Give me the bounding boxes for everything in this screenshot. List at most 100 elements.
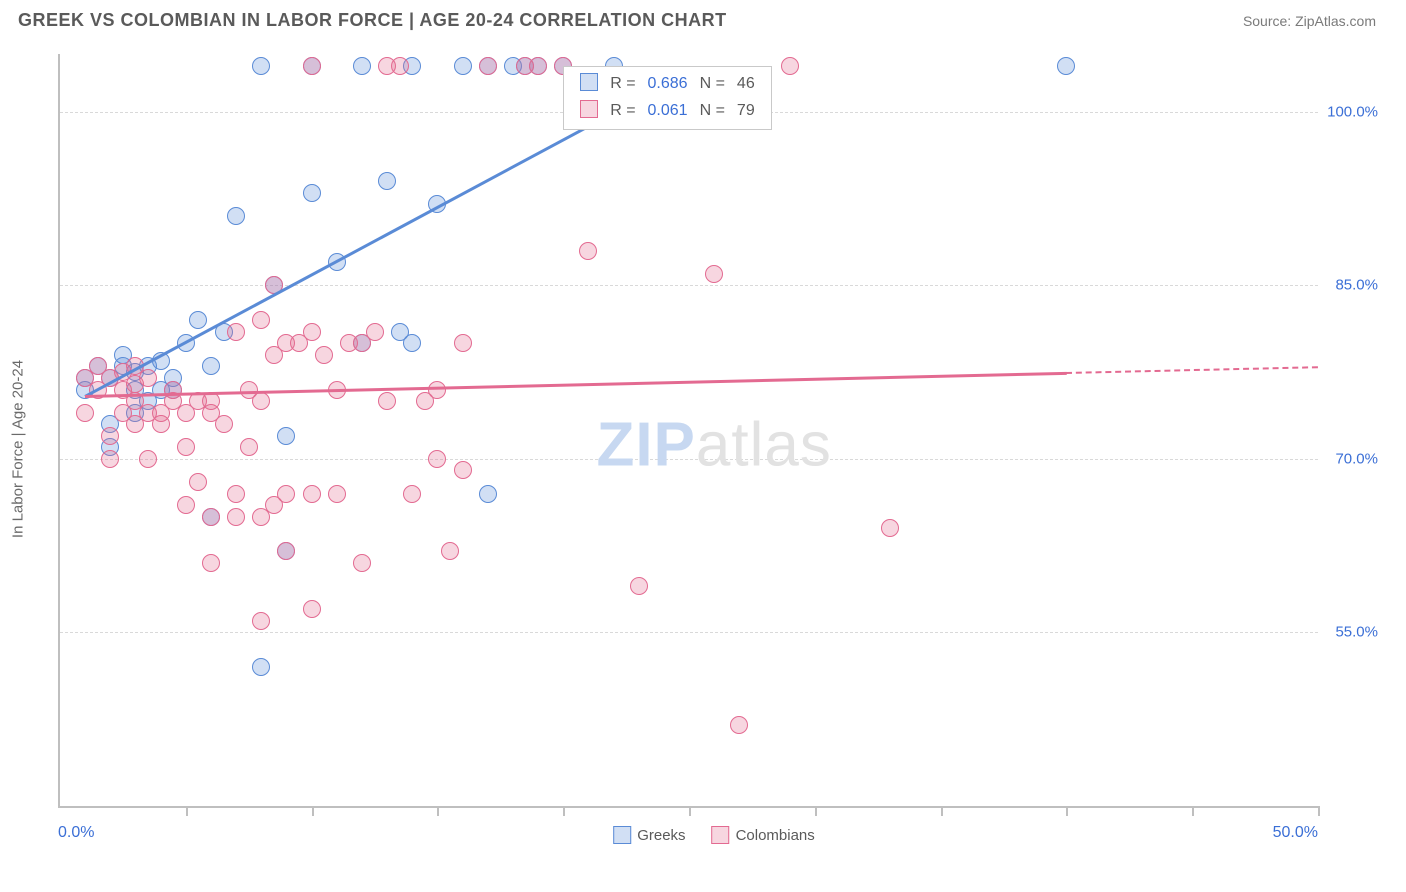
page-title: GREEK VS COLOMBIAN IN LABOR FORCE | AGE … — [18, 10, 727, 31]
data-point — [353, 57, 371, 75]
data-point — [303, 600, 321, 618]
n-label: N = — [694, 71, 731, 98]
data-point — [227, 508, 245, 526]
data-point — [177, 438, 195, 456]
corr-row-greeks: R = 0.686 N = 46 — [574, 71, 761, 98]
x-tick — [1192, 806, 1194, 816]
y-tick-label: 55.0% — [1335, 624, 1378, 641]
data-point — [579, 242, 597, 260]
data-point — [378, 172, 396, 190]
data-point — [177, 496, 195, 514]
data-point — [428, 450, 446, 468]
data-point — [303, 184, 321, 202]
legend-item-colombians: Colombians — [712, 826, 815, 844]
scatter-chart: In Labor Force | Age 20-24 ZIPatlas R = … — [38, 48, 1390, 850]
data-point — [101, 450, 119, 468]
r-label: R = — [604, 98, 641, 125]
swatch-greeks-icon — [613, 826, 631, 844]
r-value-colombians: 0.061 — [642, 98, 694, 125]
x-tick — [186, 806, 188, 816]
data-point — [215, 415, 233, 433]
trend-line — [1066, 366, 1318, 374]
data-point — [403, 485, 421, 503]
data-point — [881, 519, 899, 537]
x-tick — [1318, 806, 1320, 816]
data-point — [227, 207, 245, 225]
data-point — [529, 57, 547, 75]
x-tick — [815, 806, 817, 816]
swatch-colombians-icon — [580, 100, 598, 118]
r-label: R = — [604, 71, 641, 98]
trend-line — [85, 372, 1066, 398]
data-point — [630, 577, 648, 595]
data-point — [366, 323, 384, 341]
corr-row-colombians: R = 0.061 N = 79 — [574, 98, 761, 125]
data-point — [202, 392, 220, 410]
watermark-part1: ZIP — [596, 411, 695, 480]
data-point — [189, 311, 207, 329]
data-point — [454, 461, 472, 479]
data-point — [202, 554, 220, 572]
data-point — [252, 658, 270, 676]
legend-label-greeks: Greeks — [637, 827, 685, 844]
n-value-colombians: 79 — [731, 98, 761, 125]
data-point — [252, 612, 270, 630]
x-tick — [563, 806, 565, 816]
data-point — [328, 485, 346, 503]
data-point — [730, 716, 748, 734]
correlation-legend: R = 0.686 N = 46 R = 0.061 N = 79 — [563, 66, 772, 130]
data-point — [1057, 57, 1075, 75]
swatch-colombians-icon — [712, 826, 730, 844]
data-point — [252, 311, 270, 329]
watermark-part2: atlas — [696, 411, 832, 480]
data-point — [202, 508, 220, 526]
data-point — [315, 346, 333, 364]
data-point — [252, 392, 270, 410]
x-tick — [1066, 806, 1068, 816]
x-axis-max-label: 50.0% — [1273, 824, 1318, 842]
data-point — [391, 57, 409, 75]
data-point — [378, 392, 396, 410]
data-point — [441, 542, 459, 560]
data-point — [454, 334, 472, 352]
x-tick — [689, 806, 691, 816]
data-point — [139, 450, 157, 468]
data-point — [781, 57, 799, 75]
data-point — [403, 334, 421, 352]
source-label: Source: ZipAtlas.com — [1243, 13, 1376, 29]
legend-label-colombians: Colombians — [736, 827, 815, 844]
gridline — [60, 459, 1318, 460]
data-point — [454, 57, 472, 75]
data-point — [428, 381, 446, 399]
data-point — [227, 485, 245, 503]
r-value-greeks: 0.686 — [642, 71, 694, 98]
legend-item-greeks: Greeks — [613, 826, 685, 844]
data-point — [303, 57, 321, 75]
data-point — [252, 57, 270, 75]
x-tick — [437, 806, 439, 816]
data-point — [277, 485, 295, 503]
watermark: ZIPatlas — [596, 410, 831, 481]
data-point — [139, 369, 157, 387]
data-point — [189, 473, 207, 491]
data-point — [101, 427, 119, 445]
data-point — [240, 438, 258, 456]
plot-area: ZIPatlas R = 0.686 N = 46 R = 0.061 N = … — [58, 54, 1318, 808]
data-point — [76, 404, 94, 422]
x-axis-min-label: 0.0% — [58, 824, 94, 842]
y-tick-label: 70.0% — [1335, 450, 1378, 467]
gridline — [60, 285, 1318, 286]
data-point — [303, 485, 321, 503]
data-point — [479, 57, 497, 75]
data-point — [353, 554, 371, 572]
y-axis-title: In Labor Force | Age 20-24 — [10, 360, 27, 538]
swatch-greeks-icon — [580, 73, 598, 91]
y-tick-label: 85.0% — [1335, 277, 1378, 294]
gridline — [60, 632, 1318, 633]
n-value-greeks: 46 — [731, 71, 761, 98]
data-point — [479, 485, 497, 503]
data-point — [227, 323, 245, 341]
data-point — [277, 427, 295, 445]
data-point — [277, 542, 295, 560]
x-tick — [312, 806, 314, 816]
